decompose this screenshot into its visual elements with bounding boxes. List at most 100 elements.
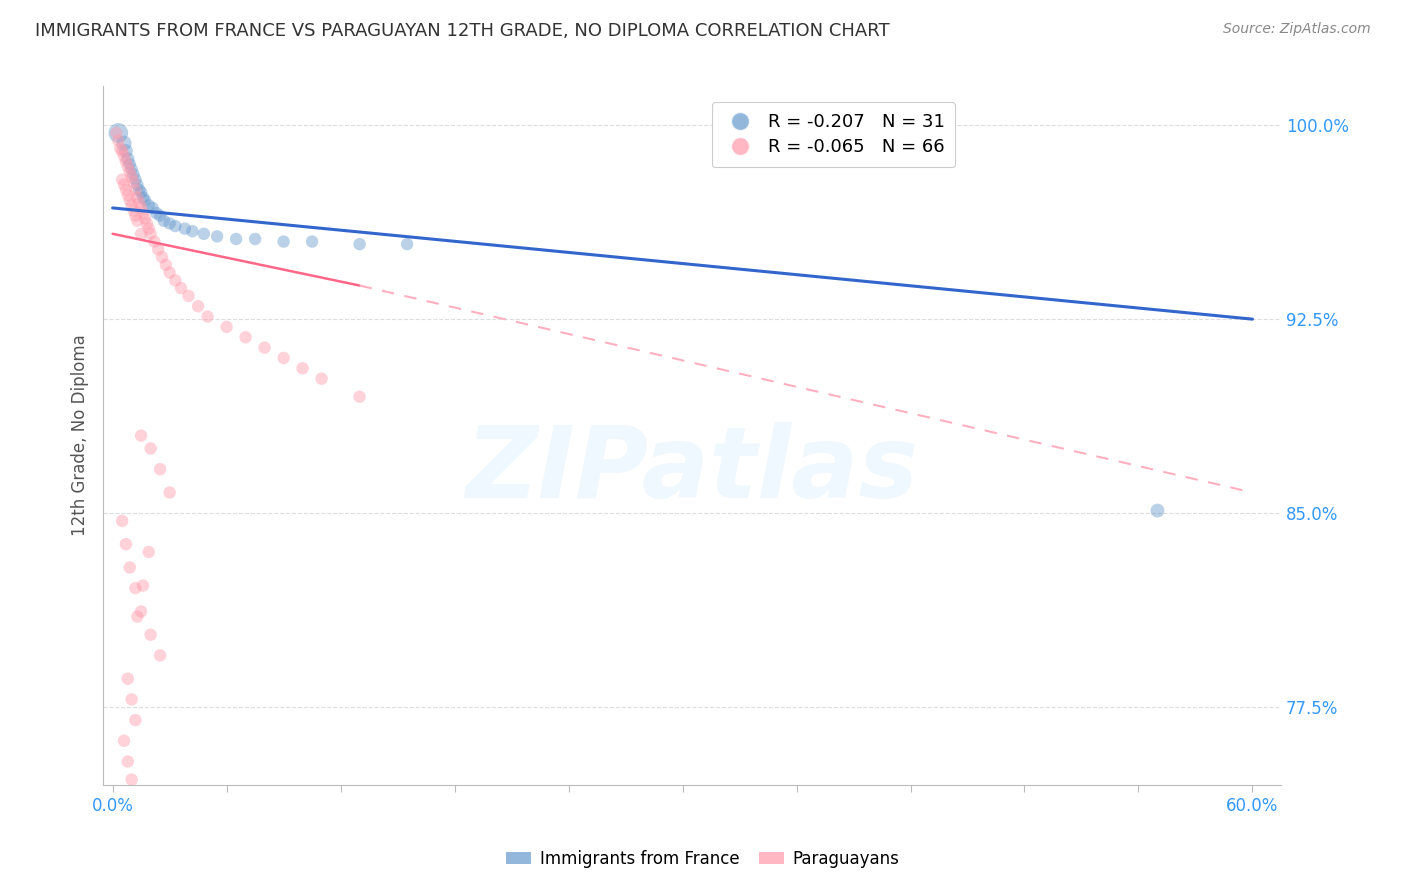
- Point: [112, 136, 135, 151]
- Point: [112, 178, 135, 192]
- Point: [122, 203, 145, 218]
- Point: [159, 217, 181, 231]
- Point: [138, 221, 160, 235]
- Point: [128, 183, 150, 197]
- Point: [396, 237, 419, 252]
- Point: [112, 733, 135, 747]
- Point: [139, 442, 162, 456]
- Point: [129, 201, 152, 215]
- Point: [117, 755, 139, 769]
- Point: [173, 221, 195, 235]
- Point: [170, 281, 193, 295]
- Point: [177, 289, 200, 303]
- Point: [141, 201, 163, 215]
- Point: [273, 351, 295, 365]
- Point: [115, 144, 138, 158]
- Point: [127, 178, 149, 192]
- Point: [205, 229, 228, 244]
- Point: [301, 235, 323, 249]
- Legend: R = -0.207   N = 31, R = -0.065   N = 66: R = -0.207 N = 31, R = -0.065 N = 66: [711, 103, 955, 168]
- Point: [159, 485, 181, 500]
- Point: [110, 141, 132, 155]
- Text: IMMIGRANTS FROM FRANCE VS PARAGUAYAN 12TH GRADE, NO DIPLOMA CORRELATION CHART: IMMIGRANTS FROM FRANCE VS PARAGUAYAN 12T…: [35, 22, 890, 40]
- Point: [225, 232, 247, 246]
- Point: [117, 672, 139, 686]
- Point: [235, 330, 257, 344]
- Point: [215, 320, 238, 334]
- Point: [138, 545, 160, 559]
- Point: [132, 206, 155, 220]
- Point: [149, 209, 172, 223]
- Point: [1146, 503, 1168, 517]
- Point: [138, 198, 160, 212]
- Point: [273, 235, 295, 249]
- Point: [150, 250, 173, 264]
- Point: [193, 227, 215, 241]
- Point: [132, 191, 155, 205]
- Point: [145, 206, 167, 220]
- Point: [143, 235, 166, 249]
- Point: [121, 692, 143, 706]
- Point: [122, 167, 145, 181]
- Point: [132, 578, 155, 592]
- Point: [134, 211, 156, 226]
- Point: [135, 217, 157, 231]
- Point: [122, 175, 145, 189]
- Point: [165, 273, 187, 287]
- Point: [107, 126, 129, 140]
- Point: [111, 144, 134, 158]
- Point: [149, 648, 172, 663]
- Text: Source: ZipAtlas.com: Source: ZipAtlas.com: [1223, 22, 1371, 37]
- Point: [134, 193, 156, 207]
- Point: [111, 514, 134, 528]
- Point: [311, 371, 333, 385]
- Point: [115, 183, 138, 197]
- Point: [127, 191, 149, 205]
- Y-axis label: 12th Grade, No Diploma: 12th Grade, No Diploma: [72, 334, 89, 536]
- Point: [121, 772, 143, 787]
- Point: [118, 165, 141, 179]
- Point: [121, 198, 143, 212]
- Point: [349, 237, 371, 252]
- Point: [187, 299, 209, 313]
- Legend: Immigrants from France, Paraguayans: Immigrants from France, Paraguayans: [499, 844, 907, 875]
- Point: [165, 219, 187, 233]
- Point: [149, 462, 172, 476]
- Point: [181, 224, 204, 238]
- Point: [118, 157, 141, 171]
- Point: [139, 227, 162, 241]
- Point: [117, 188, 139, 202]
- Point: [121, 169, 143, 184]
- Point: [153, 214, 176, 228]
- Point: [129, 428, 152, 442]
- Point: [129, 604, 152, 618]
- Point: [253, 341, 276, 355]
- Point: [349, 390, 371, 404]
- Point: [127, 609, 149, 624]
- Point: [291, 361, 314, 376]
- Point: [139, 628, 162, 642]
- Point: [107, 134, 129, 148]
- Point: [124, 713, 146, 727]
- Point: [129, 227, 152, 241]
- Point: [112, 149, 135, 163]
- Point: [118, 193, 141, 207]
- Point: [159, 266, 181, 280]
- Point: [118, 560, 141, 574]
- Point: [148, 243, 170, 257]
- Point: [117, 160, 139, 174]
- Point: [105, 126, 128, 140]
- Point: [129, 186, 152, 200]
- Point: [124, 209, 146, 223]
- Point: [124, 581, 146, 595]
- Point: [124, 183, 146, 197]
- Point: [124, 172, 146, 186]
- Point: [115, 154, 138, 169]
- Point: [155, 258, 177, 272]
- Text: ZIPatlas: ZIPatlas: [465, 422, 918, 519]
- Point: [197, 310, 219, 324]
- Point: [111, 172, 134, 186]
- Point: [243, 232, 266, 246]
- Point: [115, 537, 138, 551]
- Point: [117, 152, 139, 166]
